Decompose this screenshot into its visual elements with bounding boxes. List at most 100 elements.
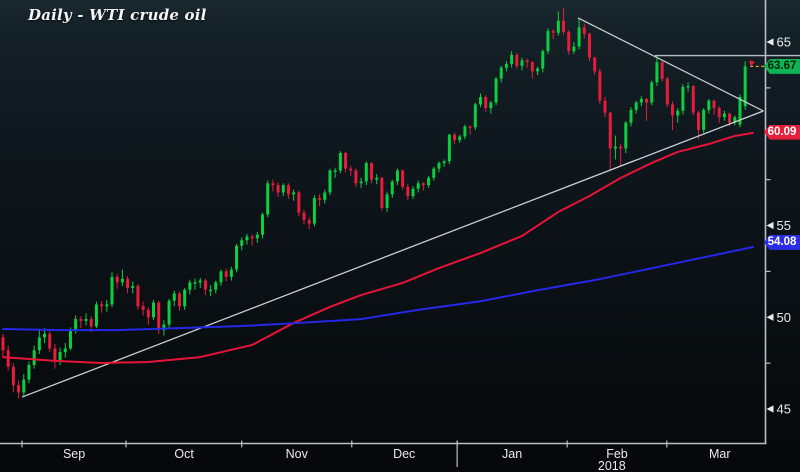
candle [6,350,10,367]
candle [58,352,62,362]
candle [297,192,301,213]
candle [556,20,560,33]
y-axis-label: 65 [777,35,791,50]
candle [608,112,612,149]
candle [551,30,555,33]
candle [665,78,669,105]
fast-red-ma-line [2,131,754,364]
candle [639,98,643,103]
candle [738,97,742,125]
candle [733,117,737,123]
candle [255,234,259,239]
candle [634,102,638,110]
candle [37,337,41,351]
candle [43,333,47,338]
y-tick-arrow [766,405,774,413]
x-axis-month-label: Mar [709,447,731,461]
candle [22,379,26,393]
candle [587,33,591,58]
candle [183,289,187,307]
last-price-marker-layer [749,60,766,68]
moving-averages-layer [2,131,754,364]
candle [728,113,732,123]
red-ma-price-tag: 60.09 [764,124,800,140]
x-axis-month-label: Oct [174,447,194,461]
candle [292,192,296,195]
candle [286,185,290,195]
x-axis-month-label: Dec [393,447,415,461]
candle [702,109,706,131]
candle [219,271,223,283]
candle [722,113,726,118]
last-price-tag: 63.67 [764,58,800,74]
candle [593,57,597,72]
candle [567,31,571,52]
blue-ma-price-tag: 54.08 [764,234,800,250]
candle [48,333,52,349]
candle [562,20,566,32]
candle [136,286,140,307]
chart-title: Daily - WTI crude oil [28,6,207,24]
y-axis-label: 50 [777,310,791,325]
candle [193,282,197,284]
candle [655,62,659,83]
candle [172,293,176,301]
candle [619,146,623,149]
candle [229,269,233,277]
candle [676,110,680,116]
candle [110,276,114,305]
candle [120,278,124,283]
candle [380,177,384,208]
candle [624,122,628,149]
candle [240,240,244,246]
candle [1,337,5,351]
candle [209,289,213,292]
candle [458,136,462,141]
candle [369,163,373,180]
candle [245,236,249,241]
candle [333,170,337,172]
candle [447,134,451,162]
candle [686,86,690,88]
candle [743,66,747,107]
candle [188,282,192,290]
candle [323,192,327,200]
candle [126,278,130,288]
slow-blue-ma-line [2,245,754,332]
candle [691,86,695,113]
candle [198,280,202,283]
candle [27,364,31,380]
candle [167,300,171,325]
x-axis-month-label: Nov [286,447,309,461]
candle [157,302,161,331]
candle [530,62,534,72]
candle [504,64,508,68]
candle [582,27,586,34]
candle [68,330,72,349]
candle [525,60,529,63]
candle [442,161,446,164]
candle [536,68,540,72]
candle [224,271,228,277]
candle [463,126,467,137]
candle [541,51,545,69]
candle [707,100,711,110]
candle [427,177,431,186]
candle [478,97,482,105]
candle [312,197,316,224]
candles-layer [1,8,747,399]
candle [671,104,675,116]
candle [421,183,425,186]
candle [250,236,254,239]
candle [344,153,348,169]
candle [613,146,617,149]
candle [214,282,218,290]
candle [79,319,83,321]
candle [401,170,405,187]
candle [453,134,457,141]
candle [235,245,239,270]
candle [17,385,21,393]
candle [302,212,306,220]
